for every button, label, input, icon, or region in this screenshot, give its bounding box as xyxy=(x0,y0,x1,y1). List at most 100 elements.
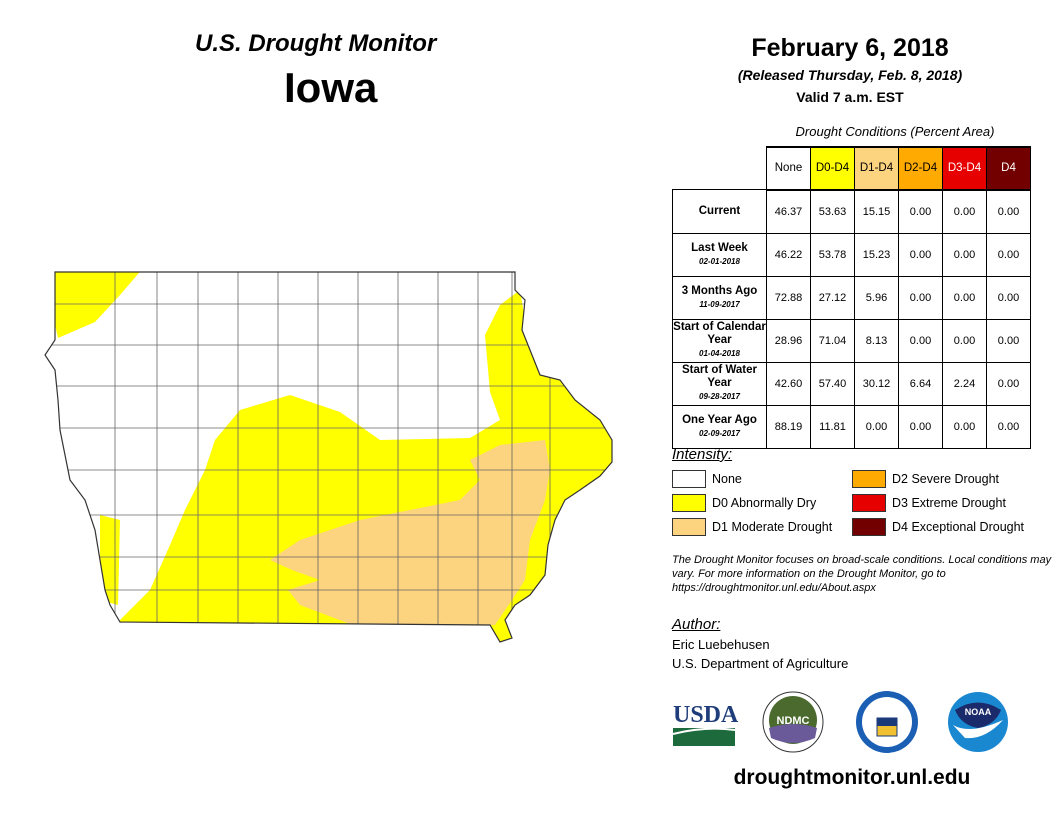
table-row: Current 46.37 53.63 15.15 0.00 0.00 0.00 xyxy=(672,189,1031,234)
table-cell: 0.00 xyxy=(898,404,943,449)
website-link[interactable]: droughtmonitor.unl.edu xyxy=(733,766,971,789)
author-heading: Author: xyxy=(672,616,721,633)
subtitle: U.S. Drought Monitor xyxy=(195,30,437,57)
legend-swatch xyxy=(672,470,706,488)
svg-text:NOAA: NOAA xyxy=(965,707,992,717)
table-cell: 15.15 xyxy=(854,189,899,234)
table-cell: 72.88 xyxy=(766,275,811,320)
table-cell: 53.78 xyxy=(810,232,855,277)
row-label-text: Last Week xyxy=(691,241,748,254)
legend-label: D0 Abnormally Dry xyxy=(712,496,817,510)
valid-time: Valid 7 a.m. EST xyxy=(796,89,904,105)
table-cell: 0.00 xyxy=(986,318,1031,363)
table-cell: 71.04 xyxy=(810,318,855,363)
row-label: Last Week 02-01-2018 xyxy=(672,232,767,277)
row-label-text: Current xyxy=(698,204,741,217)
row-label: One Year Ago 02-09-2017 xyxy=(672,404,767,449)
table-cell: 6.64 xyxy=(898,361,943,406)
col-d4: D4 xyxy=(986,146,1031,191)
table-cell: 0.00 xyxy=(942,404,987,449)
table-cell: 27.12 xyxy=(810,275,855,320)
ndmc-logo: NDMC xyxy=(762,691,824,753)
row-date: 09-28-2017 xyxy=(699,392,740,401)
row-date: 02-09-2017 xyxy=(699,428,740,438)
table-row: 3 Months Ago 11-09-2017 72.88 27.12 5.96 0.00… xyxy=(672,275,1031,320)
row-label-text: 3 Months Ago xyxy=(681,284,758,297)
table-cell: 57.40 xyxy=(810,361,855,406)
col-d2-d4: D2-D4 xyxy=(898,146,943,191)
legend-item: D3 Extreme Drought xyxy=(852,494,1006,512)
table-cell: 46.22 xyxy=(766,232,811,277)
row-label-text: Start of Calendar Year xyxy=(673,321,766,346)
usda-logo: USDA xyxy=(672,702,739,746)
table-cell: 0.00 xyxy=(898,275,943,320)
legend-label: D3 Extreme Drought xyxy=(892,496,1006,510)
table-row: One Year Ago 02-09-2017 88.19 11.81 0.00 0.00… xyxy=(672,404,1031,449)
state-title: Iowa xyxy=(284,64,378,111)
row-date: 01-04-2018 xyxy=(699,349,740,358)
table-cell: 0.00 xyxy=(986,361,1031,406)
row-label: Start of Water Year 09-28-2017 xyxy=(672,361,767,406)
table-cell: 0.00 xyxy=(942,189,987,234)
row-label: 3 Months Ago 11-09-2017 xyxy=(672,275,767,320)
legend-swatch xyxy=(852,494,886,512)
legend-item: D2 Severe Drought xyxy=(852,470,999,488)
table-cell: 5.96 xyxy=(854,275,899,320)
d0-area-northwest xyxy=(45,272,150,338)
legend-item: D1 Moderate Drought xyxy=(672,518,832,536)
table-cell: 46.37 xyxy=(766,189,811,234)
table-row: Start of Calendar Year 01-04-2018 28.96 71.… xyxy=(672,318,1031,363)
table-cell: 30.12 xyxy=(854,361,899,406)
legend-label: None xyxy=(712,472,742,486)
table-cell: 0.00 xyxy=(942,318,987,363)
table-cell: 0.00 xyxy=(854,404,899,449)
col-d0-d4: D0-D4 xyxy=(810,146,855,191)
legend-item: D0 Abnormally Dry xyxy=(672,494,816,512)
legend-title: Intensity: xyxy=(672,446,733,463)
col-d1-d4: D1-D4 xyxy=(854,146,899,191)
table-cell: 8.13 xyxy=(854,318,899,363)
row-label-text: Start of Water Year xyxy=(682,364,757,389)
disclaimer-note: The Drought Monitor focuses on broad-sca… xyxy=(672,554,1052,594)
legend-swatch xyxy=(852,518,886,536)
release-date: (Released Thursday, Feb. 8, 2018) xyxy=(737,67,963,83)
legend-swatch xyxy=(852,470,886,488)
d0-area-west xyxy=(100,515,120,605)
table-cell: 0.00 xyxy=(986,232,1031,277)
legend-label: D1 Moderate Drought xyxy=(712,520,833,534)
row-label-text: One Year Ago xyxy=(682,413,757,426)
noaa-logo: NOAA xyxy=(948,692,1008,752)
table-caption: Drought Conditions (Percent Area) xyxy=(795,124,995,139)
table-cell: 11.81 xyxy=(810,404,855,449)
author-org: U.S. Department of Agriculture xyxy=(672,656,849,671)
table-cell: 0.00 xyxy=(898,232,943,277)
row-date: 02-01-2018 xyxy=(699,256,740,266)
table-cell: 15.23 xyxy=(854,232,899,277)
table-cell: 0.00 xyxy=(986,404,1031,449)
svg-text:USDA: USDA xyxy=(673,702,739,728)
legend-label: D4 Exceptional Drought xyxy=(892,520,1025,534)
table-cell: 2.24 xyxy=(942,361,987,406)
author-name: Eric Luebehusen xyxy=(672,637,770,652)
table-row: Start of Water Year 09-28-2017 42.60 57.40 3… xyxy=(672,361,1031,406)
conditions-table: None D0-D4 D1-D4 D2-D4 D3-D4 D4 Current 4… xyxy=(672,146,1031,449)
table-cell: 28.96 xyxy=(766,318,811,363)
table-cell: 0.00 xyxy=(942,232,987,277)
table-cell: 0.00 xyxy=(942,275,987,320)
map-date: February 6, 2018 xyxy=(751,34,949,62)
partner-logos: USDA NDMC NOAA xyxy=(672,691,1008,753)
iowa-drought-map xyxy=(44,271,613,643)
legend-label: D2 Severe Drought xyxy=(892,472,1000,486)
table-cell: 0.00 xyxy=(986,275,1031,320)
legend-swatch xyxy=(672,518,706,536)
row-date: 11-09-2017 xyxy=(699,299,740,309)
row-label: Start of Calendar Year 01-04-2018 xyxy=(672,318,767,363)
table-cell: 0.00 xyxy=(898,318,943,363)
state-outline xyxy=(44,271,613,643)
table-cell: 0.00 xyxy=(898,189,943,234)
table-cell: 88.19 xyxy=(766,404,811,449)
legend-item: D4 Exceptional Drought xyxy=(852,518,1024,536)
row-label: Current xyxy=(672,189,767,234)
legend-item: None xyxy=(672,470,742,488)
